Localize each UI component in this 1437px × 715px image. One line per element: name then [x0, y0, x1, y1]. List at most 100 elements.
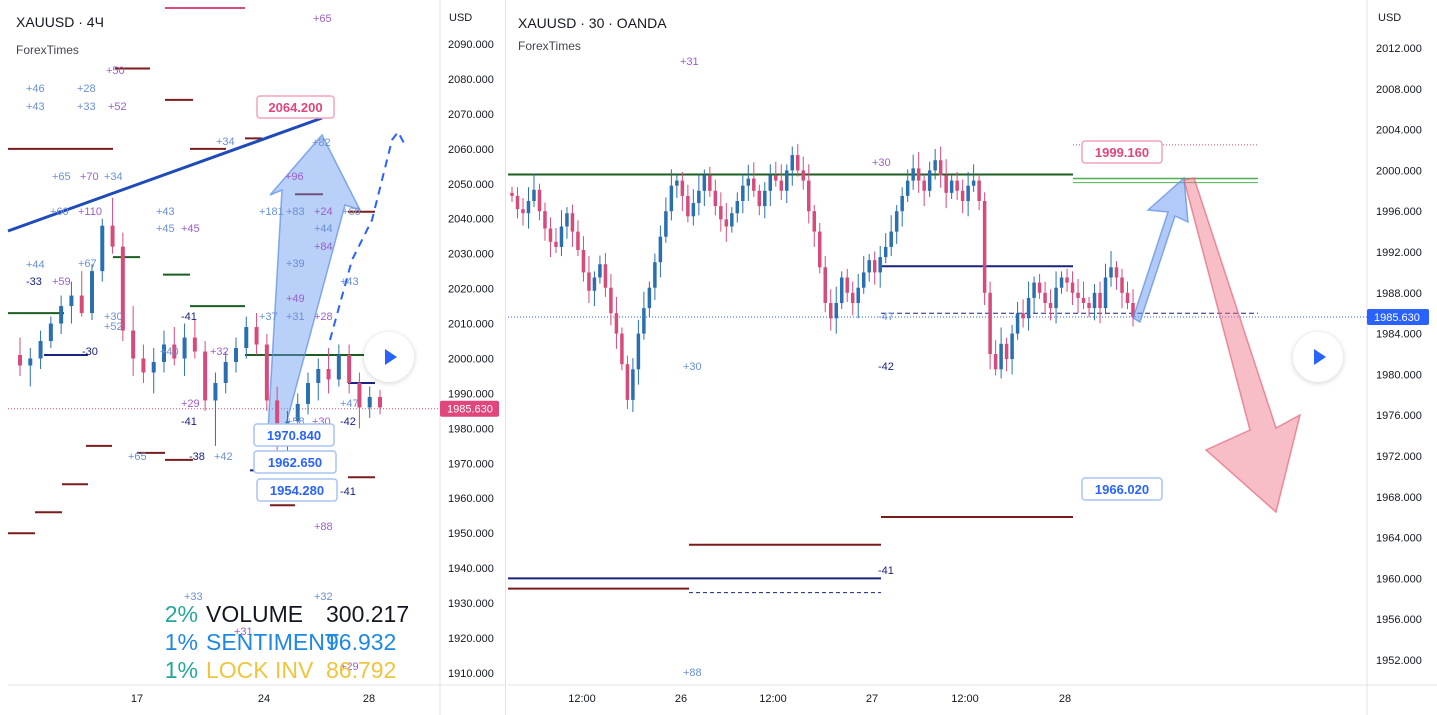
right-candle-body: [1059, 277, 1064, 288]
right-annotation: -42: [878, 361, 894, 373]
right-replay-button[interactable]: [1293, 332, 1343, 382]
right-price-tick: 2000.000: [1376, 165, 1422, 177]
right-time-tick: 27: [866, 693, 878, 705]
right-current-price-badge: [1367, 308, 1429, 325]
left-current-price-text: 1985.630: [447, 404, 493, 416]
right-candle-body: [850, 292, 855, 303]
left-annotation: +30: [104, 311, 123, 323]
left-annotation: +66: [342, 206, 361, 218]
left-candle-body: [120, 246, 125, 331]
right-candle-body: [724, 219, 729, 227]
left-price-tick: 2090.000: [448, 39, 494, 51]
right-candle-body: [680, 180, 685, 196]
right-candle-body: [988, 292, 992, 354]
left-annotation: +47: [340, 398, 359, 410]
left-chart-canvas[interactable]: 2090.000 2080.000 2070.000 2060.000 2050.000…: [0, 0, 505, 715]
left-price-tick: 1950.000: [448, 528, 494, 540]
right-candle-body: [774, 175, 778, 181]
right-candle-body: [801, 170, 806, 181]
left-annotation: +34: [104, 171, 123, 183]
right-candle-body: [515, 195, 520, 210]
left-annotation: +43: [156, 206, 175, 218]
left-candle-body: [264, 344, 269, 401]
right-candle-body: [911, 168, 915, 181]
right-candle-body: [999, 343, 1003, 370]
left-candle-body: [275, 400, 280, 446]
right-symbol-title: XAUUSD · 30 · OANDA: [518, 15, 667, 31]
right-chart-pane[interactable]: 2012.000 2008.000 2004.000 2000.000 1996.000…: [508, 0, 1437, 715]
left-candle-body: [326, 368, 331, 380]
right-candle-body: [768, 175, 773, 191]
right-candle-body: [796, 155, 800, 171]
right-price-label-box: [1081, 477, 1163, 501]
right-price-tick: 1956.000: [1376, 614, 1422, 626]
right-candle-body: [1015, 313, 1020, 334]
left-annotation: +33: [77, 101, 96, 113]
right-candle-body: [1054, 287, 1058, 309]
indicator-stats: 2% VOLUME 300.217 1% SENTIMENT 96.932 1%…: [140, 600, 409, 684]
right-candle-body: [839, 277, 844, 303]
left-annotation: +31: [286, 311, 305, 323]
right-candle-body: [1076, 292, 1080, 298]
right-candle-body: [647, 287, 652, 309]
left-replay-button[interactable]: [364, 332, 414, 382]
right-candle-body: [982, 201, 987, 293]
right-candle-body: [883, 246, 888, 258]
left-current-price-badge: [440, 400, 499, 417]
right-chart-canvas[interactable]: 2012.000 2008.000 2004.000 2000.000 1996.000…: [508, 0, 1437, 715]
right-candle-body: [933, 160, 937, 171]
left-annotation: +60: [50, 206, 69, 218]
right-candle-body: [900, 195, 904, 212]
left-chart-pane[interactable]: 2090.000 2080.000 2070.000 2060.000 2050.000…: [0, 0, 506, 715]
left-price-tick: 1980.000: [448, 423, 494, 435]
right-candle-body: [922, 180, 926, 191]
left-annotation: +28: [314, 311, 333, 323]
left-time-tick: 28: [363, 693, 375, 705]
right-candle-body: [1004, 343, 1009, 360]
left-candle-body: [316, 368, 321, 383]
left-annotation: +46: [26, 83, 45, 95]
left-annotation: +65: [313, 13, 332, 25]
right-price-label-text: 1999.160: [1095, 145, 1149, 160]
right-price-label-text: 1966.020: [1095, 482, 1149, 497]
left-annotation: +24: [314, 206, 333, 218]
left-annotation: +84: [314, 241, 333, 253]
right-candle-body: [867, 260, 871, 273]
stat-lockinv-name: LOCK INV: [206, 657, 314, 683]
right-candle-body: [1043, 292, 1047, 303]
right-price-tick: 1960.000: [1376, 573, 1422, 585]
left-candle-body: [244, 327, 249, 349]
left-symbol-title: XAUUSD · 4Ч: [16, 14, 104, 30]
left-candle-body: [213, 382, 218, 401]
left-candle-body: [357, 382, 362, 408]
left-annotation: +45: [181, 223, 200, 235]
right-time-tick: 12:00: [951, 693, 979, 705]
right-candle-body: [1098, 292, 1102, 309]
right-candle-body: [889, 231, 893, 247]
left-candle-body: [172, 344, 177, 359]
left-annotation: +29: [181, 398, 200, 410]
left-candle-body: [48, 323, 53, 342]
right-candle-body: [741, 185, 745, 201]
left-candle-body: [59, 306, 64, 324]
right-candle-body: [1026, 297, 1031, 319]
right-candle-body: [625, 364, 630, 400]
right-candle-body: [686, 195, 690, 217]
right-price-tick: 2008.000: [1376, 84, 1422, 96]
right-candle-body: [916, 168, 921, 181]
right-candle-body: [1092, 292, 1097, 309]
right-candle-body: [548, 228, 553, 242]
left-candle-body: [203, 351, 208, 401]
left-annotation: +37: [259, 311, 278, 323]
right-candle-body: [861, 272, 866, 288]
right-candle-body: [730, 213, 734, 227]
right-candle-body: [752, 178, 756, 191]
right-candle-body: [669, 185, 674, 212]
left-price-label-box: [256, 478, 338, 502]
left-price-tick: 2010.000: [448, 319, 494, 331]
right-candle-body: [658, 236, 663, 263]
left-annotation: +67: [78, 258, 97, 270]
play-icon: [384, 349, 397, 365]
left-annotation: +83: [286, 206, 305, 218]
right-price-tick: 2004.000: [1376, 125, 1422, 137]
